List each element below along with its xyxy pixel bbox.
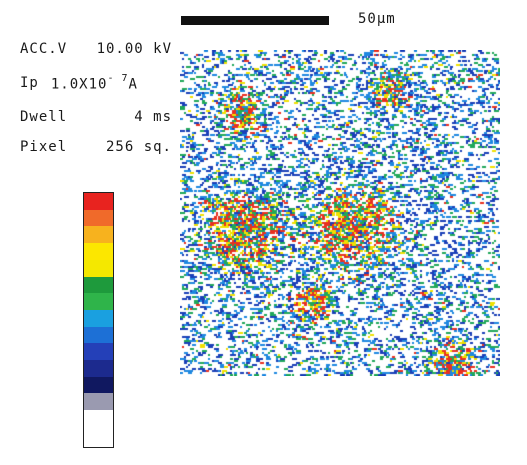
param-acc-v-name: ACC.V	[20, 41, 68, 57]
colorbar-segment	[84, 243, 113, 260]
colorbar-segment	[84, 226, 113, 244]
param-dwell-name: Dwell	[20, 109, 68, 125]
param-ip-unit: A	[128, 76, 138, 93]
param-pixel-value: 256 sq.	[105, 139, 172, 155]
param-ip-value: 1.0X10- 7A	[50, 73, 138, 93]
colorbar-segment	[84, 293, 113, 310]
colorbar-segment	[84, 276, 113, 294]
param-ip: Ip 1.0X10- 7A	[20, 73, 172, 93]
elemental-map-image	[180, 50, 500, 376]
param-acc-v-value: 10.00 kV	[96, 41, 172, 57]
param-pixel: Pixel 256 sq.	[20, 139, 172, 155]
param-ip-mantissa: 1.0X10	[50, 76, 108, 93]
param-pixel-name: Pixel	[20, 139, 68, 155]
colorbar-segment	[84, 376, 113, 394]
scale-bar	[181, 16, 329, 25]
colorbar-segment	[84, 393, 113, 411]
colorbar-segment	[84, 360, 113, 377]
param-dwell-value: 4 ms	[134, 109, 172, 125]
scale-bar-label: 50µm	[358, 11, 396, 27]
colorbar-segment	[84, 209, 113, 227]
param-ip-name: Ip	[20, 75, 39, 91]
colorbar-segment	[84, 193, 113, 210]
param-dwell: Dwell 4 ms	[20, 109, 172, 125]
intensity-colorbar	[83, 192, 114, 448]
colorbar-segment	[84, 326, 113, 344]
colorbar-segment	[84, 343, 113, 361]
param-acc-v: ACC.V 10.00 kV	[20, 41, 172, 57]
colorbar-segment	[84, 410, 113, 447]
colorbar-segment	[84, 309, 113, 327]
colorbar-segment	[84, 259, 113, 277]
param-ip-exponent: - 7	[107, 73, 129, 84]
